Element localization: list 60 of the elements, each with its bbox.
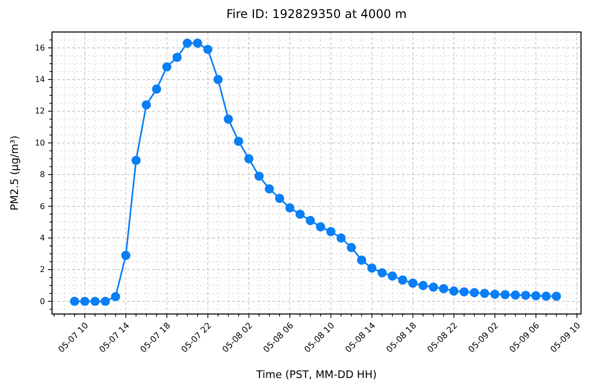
point xyxy=(388,271,397,281)
point xyxy=(285,203,294,212)
y-tick-label: 4 xyxy=(40,233,45,242)
point xyxy=(182,38,192,48)
point xyxy=(80,296,90,306)
point xyxy=(480,288,490,298)
point xyxy=(367,263,376,273)
point xyxy=(192,38,202,48)
point xyxy=(224,114,233,124)
y-tick-label: 10 xyxy=(34,138,45,148)
point xyxy=(326,227,336,236)
point xyxy=(110,292,120,302)
y-tick-label: 16 xyxy=(34,43,45,52)
point xyxy=(274,194,284,203)
point xyxy=(295,210,305,219)
point xyxy=(234,136,244,146)
point xyxy=(131,156,141,165)
point xyxy=(162,62,172,72)
point xyxy=(531,291,540,300)
point xyxy=(336,233,346,243)
point xyxy=(552,292,561,301)
point xyxy=(460,287,469,296)
y-tick-label: 2 xyxy=(40,265,45,274)
x-axis-title: Time (PST, MM-DD HH) xyxy=(255,369,377,381)
y-tick-label: 12 xyxy=(34,106,45,116)
point xyxy=(378,268,387,278)
point xyxy=(264,184,274,194)
point xyxy=(490,290,500,299)
y-tick-label: 0 xyxy=(40,296,45,306)
point xyxy=(213,74,223,84)
y-tick-label: 14 xyxy=(34,75,45,84)
point xyxy=(316,222,326,232)
point xyxy=(439,284,448,294)
point xyxy=(357,256,366,265)
point xyxy=(542,292,551,301)
point xyxy=(203,44,212,54)
point xyxy=(244,154,254,164)
point xyxy=(398,275,408,285)
y-tick-label: 6 xyxy=(40,202,45,211)
point xyxy=(449,286,458,296)
point xyxy=(121,250,130,260)
point xyxy=(70,296,80,306)
point xyxy=(470,288,479,298)
point xyxy=(510,290,520,300)
point xyxy=(172,52,182,62)
point xyxy=(346,242,356,252)
point xyxy=(428,282,438,292)
point xyxy=(254,172,264,181)
point xyxy=(152,84,162,94)
y-tick-label: 8 xyxy=(40,170,45,180)
point xyxy=(142,100,151,110)
y-axis-title: PM2.5 (µg/m³) xyxy=(9,136,21,210)
point xyxy=(90,296,100,306)
point xyxy=(500,290,510,300)
point xyxy=(306,216,315,226)
point xyxy=(521,290,530,300)
point xyxy=(408,278,418,288)
point xyxy=(418,280,428,290)
chart-title: Fire ID: 192829350 at 4000 m xyxy=(226,7,407,21)
point xyxy=(100,296,110,306)
